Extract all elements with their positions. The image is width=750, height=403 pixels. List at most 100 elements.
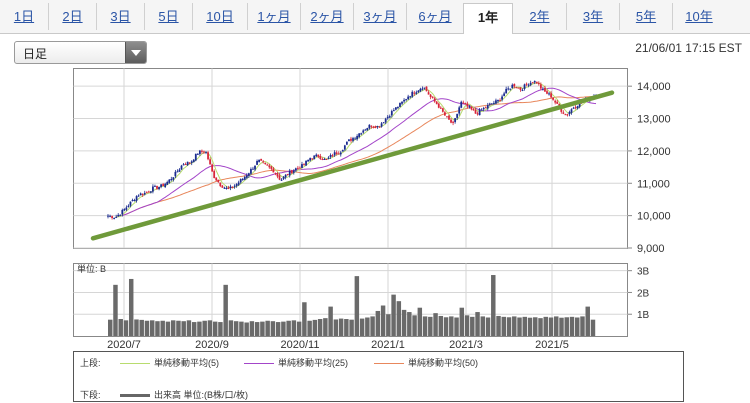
candle-body	[574, 107, 577, 109]
candle-body	[243, 176, 246, 180]
volume-bar	[585, 306, 590, 336]
volume-bar	[501, 316, 507, 336]
candle-body	[460, 101, 463, 108]
candle-body	[239, 179, 242, 183]
tab-13[interactable]: 10年	[672, 3, 725, 30]
candle-body	[374, 126, 377, 128]
candle-body	[107, 215, 109, 217]
volume-bar	[517, 317, 522, 336]
candle-body	[250, 169, 252, 174]
candle-body	[539, 84, 542, 89]
legend-item-volume: 出来高 単位:(B株/口/枚)	[116, 388, 248, 401]
candle-body	[241, 178, 244, 180]
candle-body	[519, 87, 522, 90]
candle-body	[409, 96, 412, 98]
candle-body	[278, 175, 281, 180]
candle-body	[560, 108, 563, 112]
tab-12[interactable]: 5年	[619, 3, 672, 30]
candle-body	[337, 153, 340, 155]
volume-bar	[323, 318, 328, 336]
candle-body	[376, 125, 379, 128]
candle-body	[564, 114, 567, 116]
volume-bar	[480, 316, 486, 336]
candle-body	[431, 96, 434, 98]
candle-body	[172, 177, 175, 180]
volume-bar	[113, 284, 118, 336]
candle-body	[109, 215, 111, 217]
candle-body	[523, 84, 526, 89]
candle-body	[186, 161, 189, 166]
candle-body	[317, 154, 320, 157]
candle-body	[470, 106, 473, 110]
volume-bar	[333, 319, 339, 336]
date-tick-label: 2021/5	[535, 339, 569, 350]
volume-bar	[375, 310, 381, 336]
candle-body	[123, 209, 126, 211]
candle-body	[417, 90, 420, 93]
volume-bar	[354, 276, 360, 336]
volume-bar	[312, 319, 318, 336]
tab-4[interactable]: 10日	[192, 3, 247, 30]
candle-body	[323, 158, 326, 160]
candle-body	[448, 115, 450, 120]
volume-bar	[249, 321, 255, 336]
candle-body	[125, 207, 128, 210]
volume-bar	[449, 316, 454, 336]
tab-9[interactable]: 1年	[463, 3, 513, 34]
candle-body	[356, 136, 359, 140]
volume-bar	[464, 315, 470, 336]
date-tick-label: 2020/11	[281, 339, 320, 350]
interval-select[interactable]: 日足	[14, 41, 147, 64]
candle-body	[205, 151, 207, 153]
tab-0[interactable]: 1日	[13, 9, 35, 24]
candle-body	[219, 182, 222, 187]
volume-bar	[538, 318, 543, 336]
candle-body	[427, 92, 430, 95]
dropdown-button[interactable]	[125, 42, 146, 63]
candle-body	[546, 91, 548, 94]
volume-bar	[438, 315, 444, 336]
candle-body	[468, 106, 471, 108]
volume-bar	[338, 318, 344, 336]
candle-body	[366, 128, 369, 131]
date-tick-label: 2021/1	[371, 339, 405, 350]
volume-bar	[170, 320, 176, 336]
candle-body	[482, 108, 485, 110]
period-tabs: 1日 2日 3日 5日 10日 1ヶ月 2ヶ月 3ヶ月 6ヶ月 1年 2年 3年 5年 10年	[0, 0, 750, 34]
candle-body	[405, 99, 408, 101]
tab-10[interactable]: 2年	[529, 9, 550, 24]
candle-body	[480, 109, 483, 111]
candle-body	[286, 173, 289, 175]
tab-11[interactable]: 3年	[566, 3, 619, 30]
candle-body	[505, 88, 508, 94]
candle-body	[454, 118, 457, 123]
volume-bar	[165, 321, 171, 336]
candle-body	[333, 152, 336, 156]
tab-2[interactable]: 3日	[96, 3, 144, 30]
chart-legend: 上段: 単純移動平均(5) 単純移動平均(25) 単純移動平均(50) 下段: …	[73, 351, 684, 402]
tab-1[interactable]: 2日	[48, 3, 96, 30]
tab-3[interactable]: 5日	[144, 3, 192, 30]
volume-unit-label: 単位: B	[77, 263, 106, 274]
candle-body	[225, 187, 228, 189]
volume-bar	[407, 312, 412, 336]
tab-6[interactable]: 2ヶ月	[300, 3, 353, 30]
volume-bar	[149, 320, 155, 336]
tab-7[interactable]: 3ヶ月	[353, 3, 406, 30]
volume-bar	[328, 306, 333, 336]
volume-bar	[433, 313, 438, 336]
candle-body	[562, 112, 565, 114]
legend-swatch-ma5	[120, 363, 150, 365]
candle-body	[166, 182, 169, 185]
volume-bar	[307, 320, 312, 336]
candle-body	[139, 193, 142, 196]
volume-bar	[228, 320, 234, 336]
candle-body	[348, 139, 350, 142]
volume-bar	[155, 321, 160, 336]
candle-body	[127, 205, 130, 207]
volume-bar	[417, 307, 423, 336]
tab-8[interactable]: 6ヶ月	[406, 3, 463, 30]
candle-body	[154, 185, 156, 187]
volume-bar	[207, 320, 213, 336]
tab-5[interactable]: 1ヶ月	[247, 3, 300, 30]
